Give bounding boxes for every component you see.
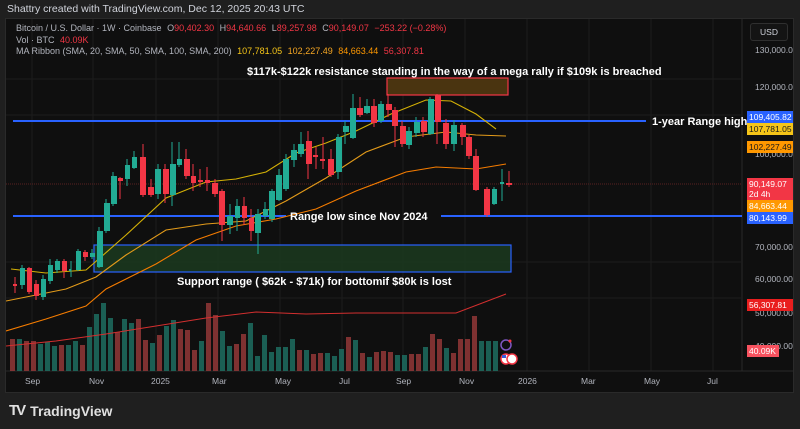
svg-text:Nov: Nov [459, 376, 475, 386]
volume-value: 40.09K [60, 34, 89, 45]
svg-text:May: May [275, 376, 292, 386]
event-icon[interactable] [500, 339, 512, 351]
svg-text:Sep: Sep [396, 376, 411, 386]
svg-text:120,000.00: 120,000.00 [755, 82, 793, 92]
symbol-label[interactable]: Bitcoin / U.S. Dollar · 1W · Coinbase [16, 23, 162, 33]
last-price-value: 90,149.07 [749, 179, 787, 189]
legend-volume-row: Vol · BTC 40.09K [16, 35, 449, 47]
resistance-annotation: $117k-$122k resistance standing in the w… [247, 66, 662, 78]
ma200-value: 56,307.81 [383, 46, 424, 56]
volume-tag: 40.09K [747, 345, 779, 357]
price-chart[interactable]: $117k-$122k resistance standing in the w… [6, 19, 793, 392]
chart-frame[interactable]: Bitcoin / U.S. Dollar · 1W · Coinbase O9… [5, 18, 794, 393]
ma100-price-tag: 84,663.44 [747, 200, 793, 212]
resistance-zone [386, 77, 509, 96]
open-value: 90,402.30 [174, 23, 215, 33]
last-price-tag: 90,149.07 2d 4h [747, 178, 793, 200]
ma50-price-tag: 102,227.49 [747, 141, 793, 153]
high-value: 94,640.66 [226, 23, 267, 33]
svg-text:50,000.00: 50,000.00 [755, 308, 793, 318]
range-high-annotation: 1-year Range high [652, 116, 748, 128]
change-value: −253.22 (−0.28%) [374, 23, 447, 33]
svg-text:Jul: Jul [339, 376, 350, 386]
range-high-price-tag: 109,405.82 [747, 111, 793, 123]
open-label: O [167, 23, 175, 33]
svg-text:60,000.00: 60,000.00 [755, 274, 793, 284]
low-label: L [271, 23, 277, 33]
us-flag-icon[interactable] [500, 353, 518, 365]
attribution-text: Shattry created with TradingView.com, De… [7, 3, 305, 15]
svg-text:Mar: Mar [581, 376, 596, 386]
high-label: H [219, 23, 227, 33]
svg-text:Mar: Mar [212, 376, 227, 386]
svg-text:Jul: Jul [707, 376, 718, 386]
candles [13, 94, 512, 300]
ma200-price-tag: 56,307.81 [747, 299, 793, 311]
svg-text:2026: 2026 [518, 376, 537, 386]
close-label: C [322, 23, 329, 33]
ma-ribbon-label[interactable]: MA Ribbon (SMA, 20, SMA, 50, SMA, 100, S… [16, 46, 232, 56]
brand-name: TradingView [30, 402, 113, 419]
ma100-value: 84,663.44 [338, 46, 379, 56]
svg-text:130,000.00: 130,000.00 [755, 45, 793, 55]
legend-symbol-row: Bitcoin / U.S. Dollar · 1W · Coinbase O9… [16, 23, 449, 35]
low-value: 89,257.98 [276, 23, 317, 33]
ma20-line [10, 99, 497, 274]
range-low-price-tag: 80,143.99 [747, 212, 793, 224]
svg-text:100,000.00: 100,000.00 [755, 149, 793, 159]
ma20-price-tag: 107,781.05 [747, 123, 793, 135]
svg-text:70,000.00: 70,000.00 [755, 242, 793, 252]
svg-text:May: May [644, 376, 661, 386]
svg-text:Nov: Nov [89, 376, 105, 386]
chart-legend: Bitcoin / U.S. Dollar · 1W · Coinbase O9… [16, 23, 449, 58]
tradingview-brand[interactable]: TV TradingView [9, 402, 112, 419]
currency-button[interactable]: USD [750, 23, 788, 41]
svg-text:Sep: Sep [25, 376, 40, 386]
ma20-value: 107,781.05 [237, 46, 283, 56]
tradingview-logo-icon: TV [9, 402, 26, 419]
legend-ma-row: MA Ribbon (SMA, 20, SMA, 50, SMA, 100, S… [16, 46, 449, 58]
close-value: 90,149.07 [328, 23, 369, 33]
ma200-line [6, 293, 507, 347]
time-axis[interactable]: Sep Nov 2025 Mar May Jul Sep Nov 2026 Ma… [25, 376, 718, 386]
support-annotation: Support range ( $62k - $71k) for bottomi… [177, 276, 452, 288]
volume-bars [10, 303, 498, 371]
bar-countdown: 2d 4h [749, 189, 771, 199]
ma50-value: 102,227.49 [287, 46, 333, 56]
volume-label[interactable]: Vol · BTC [16, 34, 55, 45]
support-zone [93, 244, 512, 273]
svg-text:2025: 2025 [151, 376, 170, 386]
range-low-annotation: Range low since Nov 2024 [290, 211, 428, 223]
